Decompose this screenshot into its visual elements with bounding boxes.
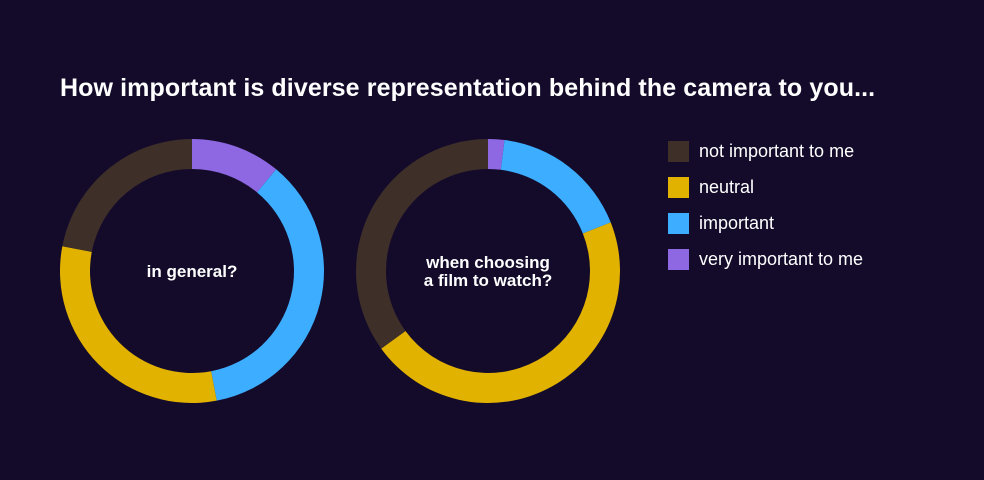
slice-not-important: [356, 139, 488, 349]
legend-label-very-important: very important to me: [699, 248, 864, 269]
legend-swatch-very-important: [668, 248, 689, 270]
legend: not important to me neutral important ve…: [668, 140, 863, 284]
slice-neutral: [59, 246, 217, 403]
donut-center-label: a film to watch?: [424, 271, 552, 290]
legend-label-important: important: [699, 212, 775, 233]
legend-label-not-important: not important to me: [699, 140, 855, 161]
donut-center-label: when choosing: [425, 253, 550, 272]
donut-in-general: in general?: [59, 139, 325, 403]
legend-label-neutral: neutral: [699, 176, 755, 197]
chart-title: How important is diverse representation …: [60, 74, 876, 102]
legend-swatch-neutral: [668, 176, 689, 198]
slice-very-important: [488, 139, 505, 170]
slice-very-important: [192, 139, 277, 193]
slice-important: [500, 140, 611, 234]
donut-center-label: in general?: [147, 262, 238, 281]
slice-important: [211, 169, 325, 401]
legend-item-very-important: very important to me: [668, 248, 863, 270]
legend-item-important: important: [668, 212, 863, 234]
legend-swatch-important: [668, 212, 689, 234]
legend-swatch-not-important: [668, 140, 689, 162]
slice-neutral: [381, 222, 620, 403]
legend-item-neutral: neutral: [668, 176, 863, 198]
slice-not-important: [62, 139, 193, 252]
legend-item-not-important: not important to me: [668, 140, 863, 162]
